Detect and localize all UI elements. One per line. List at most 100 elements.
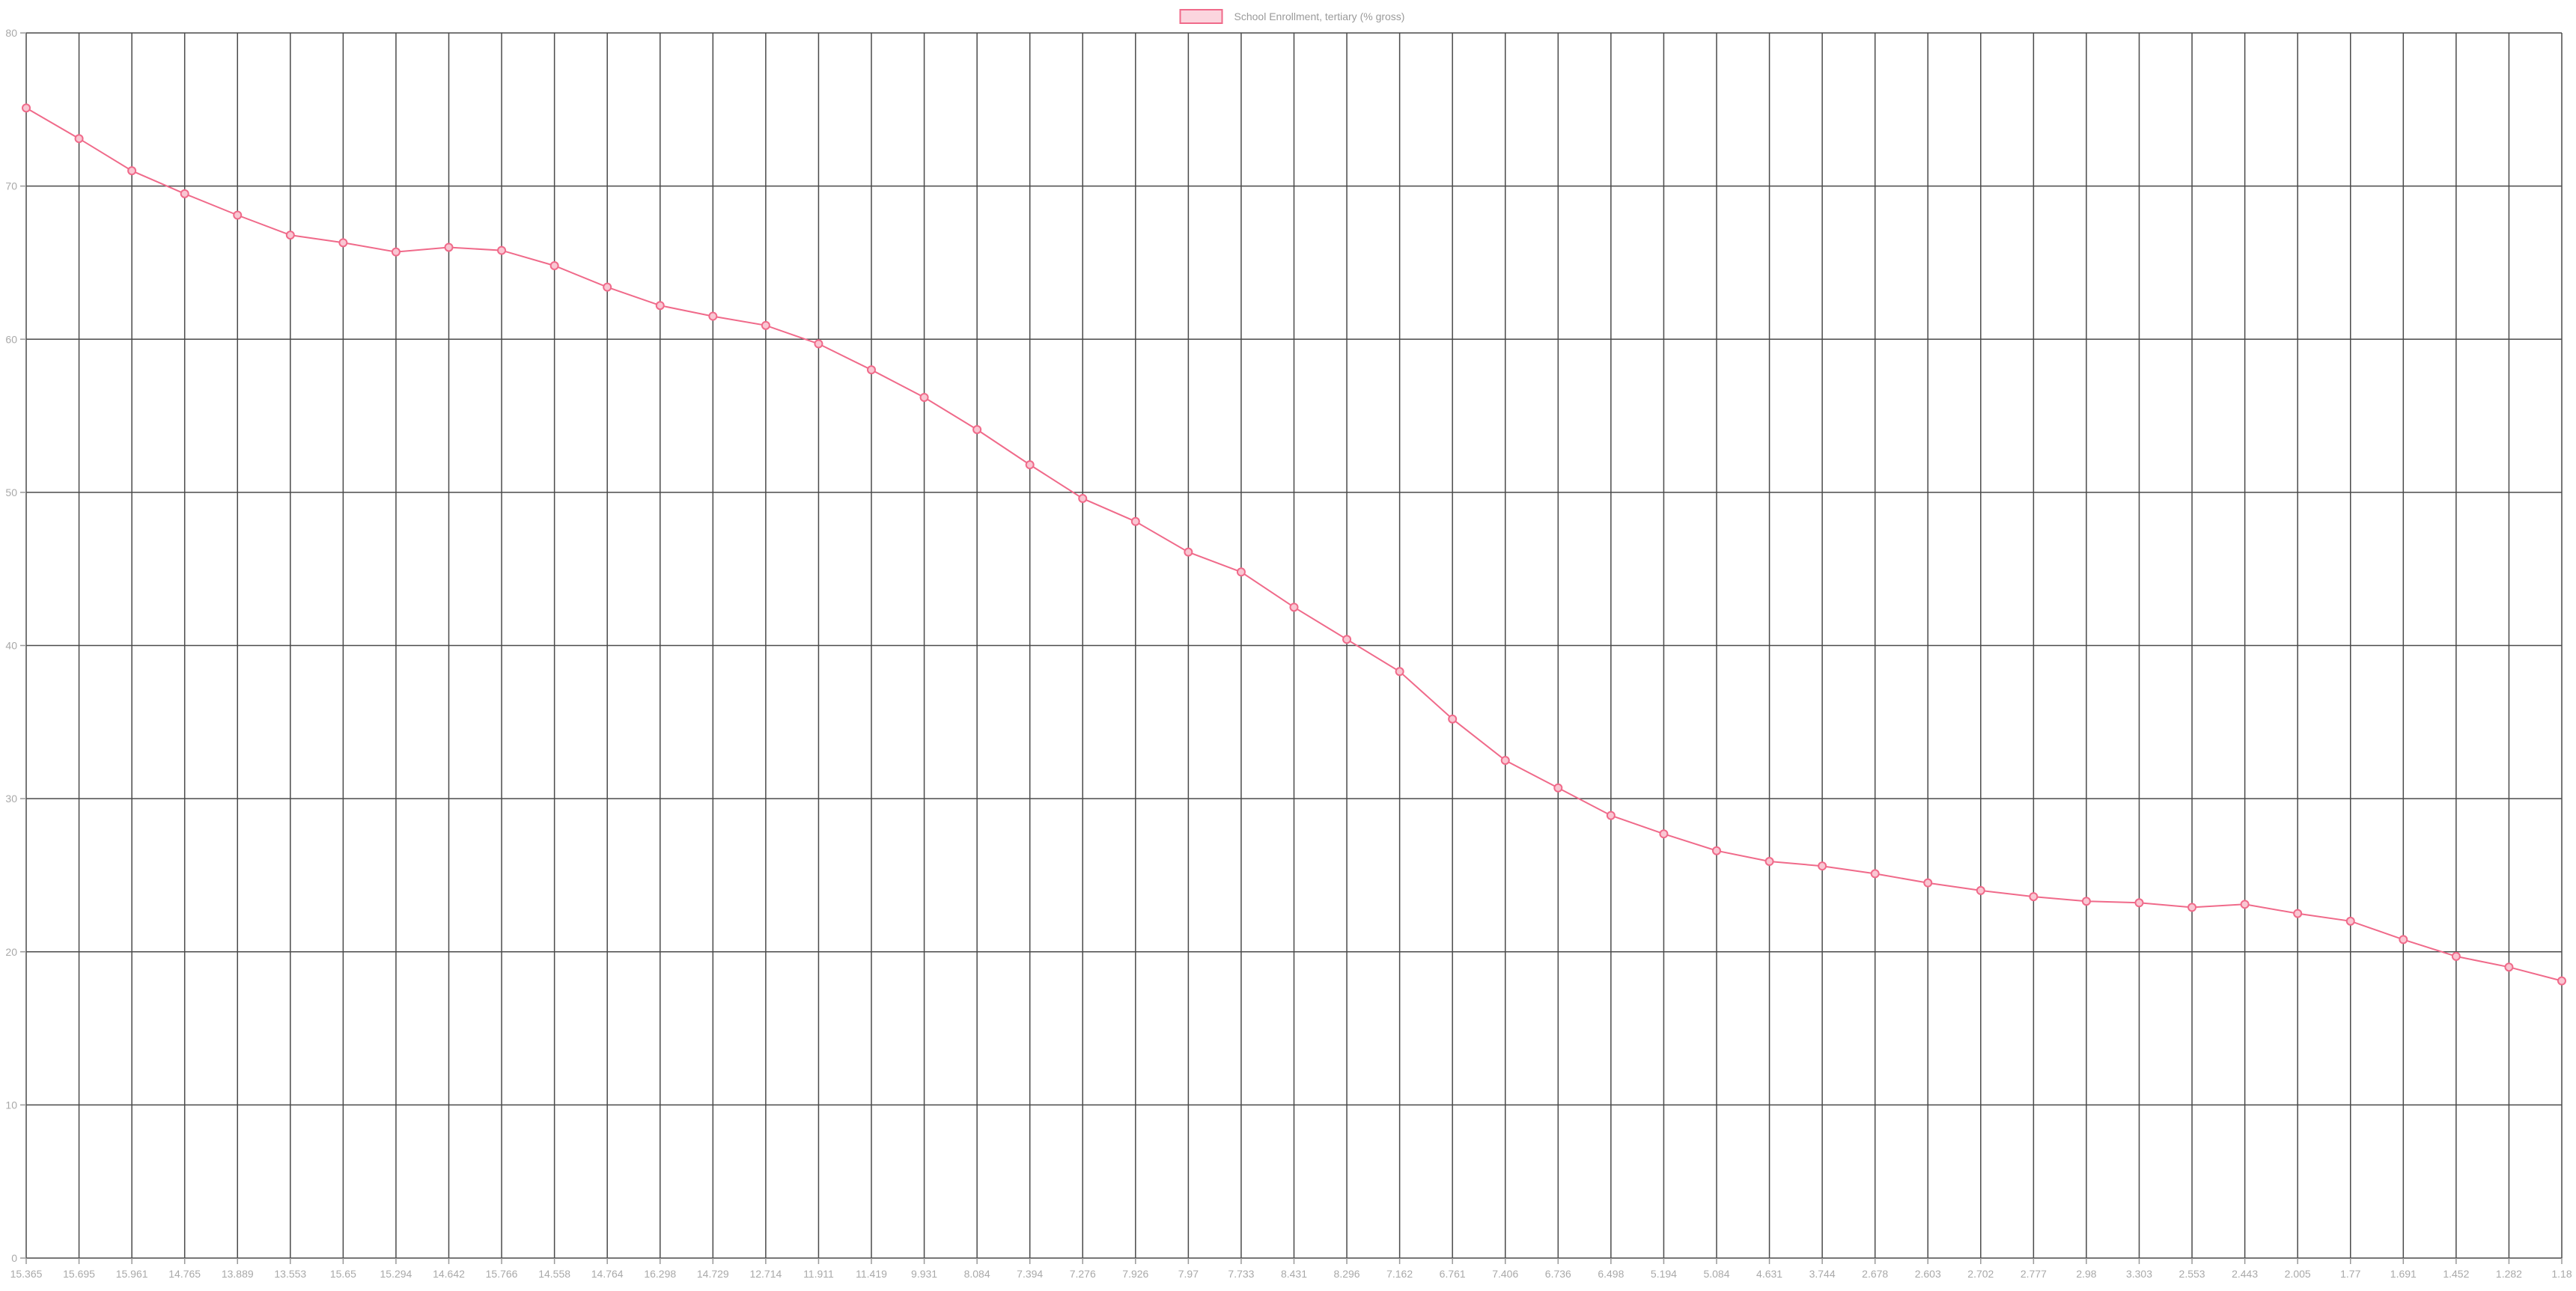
data-point[interactable] xyxy=(2451,951,2461,961)
legend[interactable]: School Enrollment, tertiary (% gross) xyxy=(1179,9,1405,24)
x-tick-label: 15.766 xyxy=(486,1268,518,1280)
data-point[interactable] xyxy=(1500,755,1510,765)
x-tick-label: 14.765 xyxy=(168,1268,201,1280)
data-point[interactable] xyxy=(1712,846,1721,855)
legend-swatch[interactable] xyxy=(1179,9,1223,24)
data-point[interactable] xyxy=(391,247,401,257)
x-tick-label: 13.553 xyxy=(274,1268,306,1280)
x-tick-label: 4.631 xyxy=(1756,1268,1782,1280)
data-point[interactable] xyxy=(444,242,454,252)
data-point[interactable] xyxy=(867,365,876,375)
data-point[interactable] xyxy=(1870,869,1880,879)
x-tick-label: 1.18 xyxy=(2551,1268,2572,1280)
data-point[interactable] xyxy=(972,424,982,434)
data-point[interactable] xyxy=(2081,897,2091,906)
data-point[interactable] xyxy=(2399,935,2408,944)
data-point[interactable] xyxy=(549,261,559,271)
x-tick-label: 8.084 xyxy=(964,1268,990,1280)
data-point[interactable] xyxy=(2557,976,2566,986)
data-point[interactable] xyxy=(497,245,507,255)
grid xyxy=(25,32,2563,1259)
data-point[interactable] xyxy=(74,134,84,144)
data-point[interactable] xyxy=(233,210,243,220)
x-tick-label: 3.744 xyxy=(1809,1268,1836,1280)
data-point[interactable] xyxy=(919,393,929,403)
data-point[interactable] xyxy=(1976,885,1985,895)
y-tick-label: 40 xyxy=(5,640,17,652)
data-point[interactable] xyxy=(655,301,665,311)
x-tick-label: 2.603 xyxy=(1915,1268,1941,1280)
x-tick-label: 7.162 xyxy=(1386,1268,1413,1280)
data-point[interactable] xyxy=(1236,567,1246,577)
data-point[interactable] xyxy=(2345,916,2355,926)
x-tick-label: 15.294 xyxy=(380,1268,412,1280)
x-tick-label: 7.406 xyxy=(1492,1268,1518,1280)
x-tick-label: 14.558 xyxy=(538,1268,570,1280)
x-tick-label: 1.77 xyxy=(2340,1268,2360,1280)
x-tick-label: 8.296 xyxy=(1334,1268,1360,1280)
x-tick-label: 6.498 xyxy=(1598,1268,1624,1280)
x-tick-label: 2.777 xyxy=(2021,1268,2047,1280)
x-tick-label: 7.276 xyxy=(1070,1268,1096,1280)
data-point[interactable] xyxy=(1448,714,1458,724)
x-tick-label: 6.736 xyxy=(1545,1268,1571,1280)
data-point[interactable] xyxy=(708,311,718,321)
x-tick-label: 8.431 xyxy=(1281,1268,1307,1280)
x-tick-label: 15.695 xyxy=(63,1268,95,1280)
data-point[interactable] xyxy=(1818,861,1827,871)
data-point[interactable] xyxy=(1764,857,1774,867)
y-tick-label: 60 xyxy=(5,333,17,345)
data-point[interactable] xyxy=(2293,909,2303,918)
data-point[interactable] xyxy=(2134,898,2144,908)
data-point[interactable] xyxy=(814,339,823,349)
x-tick-label: 12.714 xyxy=(749,1268,782,1280)
axes: 0 10 20 30 40 50 60 70 80 15.365 15.695 15.961 14.76… xyxy=(5,27,2572,1280)
x-tick-label: 11.419 xyxy=(856,1268,887,1280)
data-point[interactable] xyxy=(1130,516,1140,526)
x-tick-label: 7.394 xyxy=(1017,1268,1043,1280)
x-tick-label: 1.452 xyxy=(2443,1268,2469,1280)
x-tick-label: 5.084 xyxy=(1703,1268,1729,1280)
data-point[interactable] xyxy=(127,166,137,176)
x-tick-label: 2.678 xyxy=(1862,1268,1888,1280)
data-point[interactable] xyxy=(2240,900,2250,909)
x-tick-label: 15.961 xyxy=(116,1268,148,1280)
data-point[interactable] xyxy=(1659,829,1669,839)
x-tick-label: 1.691 xyxy=(2390,1268,2417,1280)
data-point[interactable] xyxy=(1184,547,1193,557)
data-point[interactable] xyxy=(1289,602,1299,612)
y-tick-label: 10 xyxy=(5,1099,17,1111)
data-point[interactable] xyxy=(1606,811,1616,820)
x-tick-label: 1.282 xyxy=(2496,1268,2522,1280)
x-tick-label: 2.702 xyxy=(1967,1268,1994,1280)
data-point[interactable] xyxy=(761,320,770,330)
y-tick-label: 0 xyxy=(11,1252,17,1264)
data-point[interactable] xyxy=(603,282,612,292)
legend-label[interactable]: School Enrollment, tertiary (% gross) xyxy=(1234,10,1405,22)
data-point[interactable] xyxy=(1395,667,1404,677)
x-tick-label: 7.926 xyxy=(1122,1268,1148,1280)
x-tick-label: 14.642 xyxy=(433,1268,465,1280)
data-point[interactable] xyxy=(285,231,295,240)
data-point[interactable] xyxy=(1923,878,1933,888)
data-point[interactable] xyxy=(2187,903,2197,912)
x-tick-label: 14.764 xyxy=(591,1268,624,1280)
data-point[interactable] xyxy=(1553,783,1563,793)
data-point[interactable] xyxy=(22,103,31,113)
data-point[interactable] xyxy=(1078,494,1088,504)
x-tick-label: 13.889 xyxy=(222,1268,254,1280)
y-tick-label: 80 xyxy=(5,27,17,39)
data-point[interactable] xyxy=(2504,962,2514,972)
data-point[interactable] xyxy=(180,189,189,198)
x-tick-label: 2.98 xyxy=(2076,1268,2096,1280)
y-tick-label: 70 xyxy=(5,180,17,192)
x-tick-label: 3.303 xyxy=(2126,1268,2152,1280)
data-point[interactable] xyxy=(2029,892,2038,902)
x-tick-label: 2.005 xyxy=(2285,1268,2311,1280)
data-point[interactable] xyxy=(1025,460,1035,470)
data-point[interactable] xyxy=(1342,635,1352,644)
y-tick-label: 30 xyxy=(5,793,17,805)
x-tick-label: 7.97 xyxy=(1178,1268,1199,1280)
data-point[interactable] xyxy=(338,238,348,248)
